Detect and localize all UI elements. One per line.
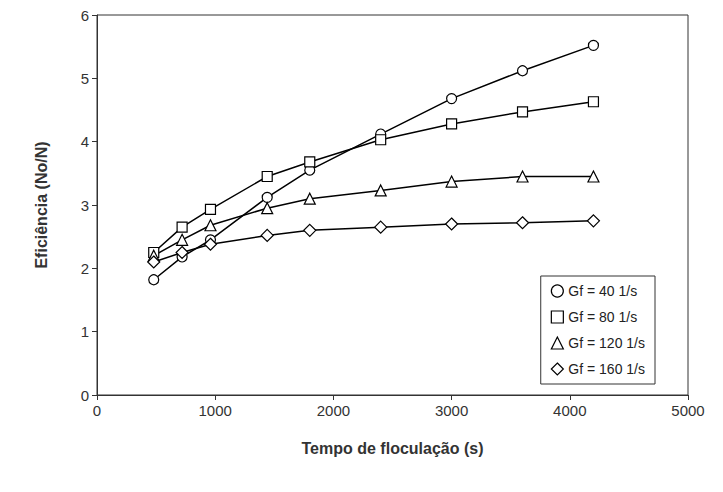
svg-text:0: 0	[93, 402, 101, 419]
svg-text:2000: 2000	[317, 402, 350, 419]
svg-text:Tempo de floculação (s): Tempo de floculação (s)	[302, 440, 484, 457]
svg-text:3000: 3000	[435, 402, 468, 419]
svg-text:6: 6	[81, 7, 89, 24]
svg-text:Gf = 40 1/s: Gf = 40 1/s	[568, 283, 637, 299]
svg-text:5000: 5000	[671, 402, 704, 419]
svg-text:Gf = 120 1/s: Gf = 120 1/s	[568, 335, 645, 351]
svg-text:Eficiência (No/N): Eficiência (No/N)	[33, 141, 50, 268]
svg-text:5: 5	[81, 70, 89, 87]
svg-text:4: 4	[81, 133, 89, 150]
svg-text:1000: 1000	[199, 402, 232, 419]
svg-text:1: 1	[81, 323, 89, 340]
svg-text:2: 2	[81, 260, 89, 277]
svg-text:0: 0	[81, 387, 89, 404]
svg-text:3: 3	[81, 197, 89, 214]
svg-text:Gf = 160 1/s: Gf = 160 1/s	[568, 361, 645, 377]
svg-text:4000: 4000	[553, 402, 586, 419]
svg-text:Gf = 80 1/s: Gf = 80 1/s	[568, 309, 637, 325]
